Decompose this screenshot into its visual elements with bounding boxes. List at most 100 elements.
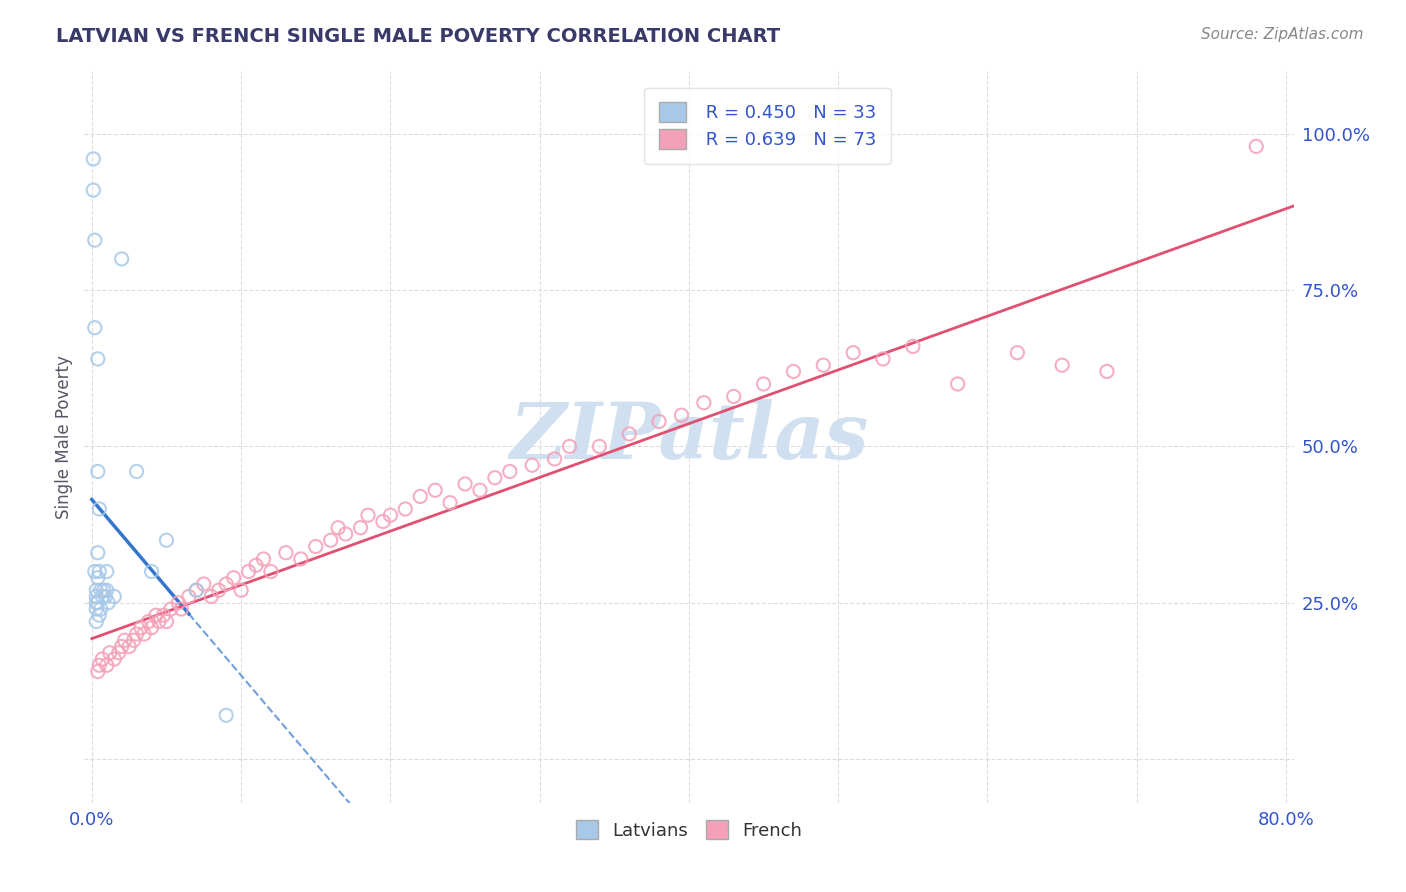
Point <box>274 546 297 560</box>
Point <box>111 640 134 654</box>
Point <box>215 708 238 723</box>
Point <box>215 577 238 591</box>
Point <box>132 627 155 641</box>
Point <box>619 426 641 441</box>
Point <box>107 646 129 660</box>
Point <box>454 477 477 491</box>
Point <box>111 252 134 266</box>
Point <box>872 351 894 366</box>
Point <box>141 621 163 635</box>
Point <box>96 658 118 673</box>
Point <box>1244 139 1267 153</box>
Point <box>83 565 105 579</box>
Point <box>97 596 120 610</box>
Point <box>152 608 174 623</box>
Point <box>89 658 111 673</box>
Point <box>93 583 115 598</box>
Point <box>98 646 121 660</box>
Point <box>357 508 380 523</box>
Point <box>83 320 105 334</box>
Point <box>84 615 107 629</box>
Point <box>84 602 107 616</box>
Point <box>103 652 125 666</box>
Point <box>946 376 969 391</box>
Point <box>96 565 118 579</box>
Point <box>186 583 208 598</box>
Point <box>103 590 125 604</box>
Point <box>319 533 342 548</box>
Point <box>245 558 267 573</box>
Point <box>84 583 107 598</box>
Point <box>380 508 402 523</box>
Point <box>439 496 461 510</box>
Point <box>82 152 104 166</box>
Point <box>89 608 111 623</box>
Point <box>91 590 114 604</box>
Point <box>200 590 222 604</box>
Legend: Latvians, French: Latvians, French <box>567 811 811 848</box>
Point <box>671 408 693 422</box>
Point <box>118 640 141 654</box>
Point <box>1095 364 1118 378</box>
Point <box>371 515 394 529</box>
Point <box>155 533 177 548</box>
Point <box>558 440 581 454</box>
Point <box>87 546 110 560</box>
Point <box>167 596 190 610</box>
Point <box>129 621 152 635</box>
Point <box>114 633 136 648</box>
Point <box>522 458 544 473</box>
Text: Source: ZipAtlas.com: Source: ZipAtlas.com <box>1201 27 1364 42</box>
Point <box>96 583 118 598</box>
Point <box>193 577 215 591</box>
Point <box>222 571 245 585</box>
Point <box>252 552 274 566</box>
Point <box>90 602 112 616</box>
Point <box>186 583 208 598</box>
Point <box>208 583 231 598</box>
Point <box>90 583 112 598</box>
Point <box>84 590 107 604</box>
Point <box>305 540 328 554</box>
Point <box>87 571 110 585</box>
Point <box>229 583 252 598</box>
Point <box>648 414 671 428</box>
Point <box>148 615 170 629</box>
Point <box>1050 358 1073 372</box>
Point <box>87 596 110 610</box>
Point <box>83 233 105 247</box>
Point <box>394 502 416 516</box>
Point <box>260 565 283 579</box>
Y-axis label: Single Male Poverty: Single Male Poverty <box>55 355 73 519</box>
Point <box>543 452 565 467</box>
Point <box>335 527 357 541</box>
Point <box>326 521 349 535</box>
Point <box>484 471 506 485</box>
Point <box>160 602 183 616</box>
Point <box>125 627 148 641</box>
Point <box>87 351 110 366</box>
Point <box>177 590 200 604</box>
Point <box>901 339 924 353</box>
Point <box>588 440 610 454</box>
Point <box>141 565 163 579</box>
Point <box>409 490 432 504</box>
Point <box>82 183 104 197</box>
Point <box>813 358 835 372</box>
Text: ZIPatlas: ZIPatlas <box>509 399 869 475</box>
Point <box>238 565 260 579</box>
Point <box>125 465 148 479</box>
Point <box>290 552 312 566</box>
Point <box>94 590 117 604</box>
Point <box>89 565 111 579</box>
Point <box>1007 345 1029 359</box>
Point <box>425 483 447 498</box>
Point <box>84 596 107 610</box>
Point <box>91 652 114 666</box>
Text: LATVIAN VS FRENCH SINGLE MALE POVERTY CORRELATION CHART: LATVIAN VS FRENCH SINGLE MALE POVERTY CO… <box>56 27 780 45</box>
Point <box>349 521 371 535</box>
Point <box>499 465 522 479</box>
Point <box>723 389 745 403</box>
Point <box>782 364 804 378</box>
Point <box>138 615 160 629</box>
